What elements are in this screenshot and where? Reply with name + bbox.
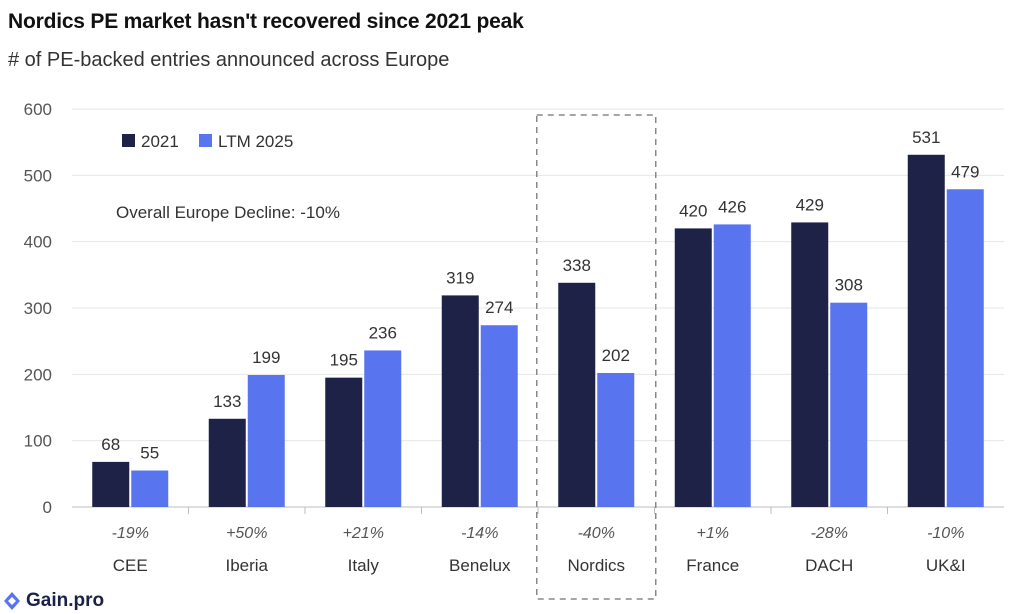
annotation: Overall Europe Decline: -10% <box>116 203 340 222</box>
data-label: 338 <box>563 256 591 275</box>
data-label: 199 <box>252 348 280 367</box>
data-label: 55 <box>140 444 159 463</box>
x-tick-label: France <box>686 556 739 575</box>
change-label: +1% <box>697 525 729 542</box>
bar <box>441 295 479 507</box>
bar <box>791 222 829 507</box>
y-tick-label: 100 <box>24 432 52 451</box>
bar <box>597 373 635 507</box>
y-tick-label: 200 <box>24 365 52 384</box>
data-label: 426 <box>718 197 746 216</box>
y-tick-label: 0 <box>43 498 52 517</box>
data-label: 68 <box>101 435 120 454</box>
brand-name: Gain.pro <box>26 590 105 611</box>
y-tick-label: 600 <box>24 100 52 119</box>
brand-logo: Gain.pro <box>2 590 104 612</box>
data-label: 420 <box>679 201 707 220</box>
data-label: 319 <box>446 268 474 287</box>
change-label: -28% <box>811 525 848 542</box>
y-tick-label: 500 <box>24 166 52 185</box>
bar <box>830 302 868 507</box>
bar <box>558 282 596 507</box>
bar <box>674 228 712 507</box>
x-tick-label: Iberia <box>225 556 268 575</box>
change-label: -19% <box>112 525 149 542</box>
data-label: 236 <box>369 323 397 342</box>
change-label: +50% <box>226 525 267 542</box>
bar <box>946 189 984 507</box>
x-tick-label: Italy <box>348 556 380 575</box>
data-label: 308 <box>835 276 863 295</box>
x-tick-label: DACH <box>805 556 853 575</box>
x-tick-label: CEE <box>113 556 148 575</box>
highlight-box <box>536 114 657 600</box>
data-label: 195 <box>330 351 358 370</box>
bar <box>208 418 246 507</box>
y-tick-label: 400 <box>24 233 52 252</box>
bar <box>907 154 945 507</box>
bar <box>713 224 751 508</box>
legend-label: LTM 2025 <box>218 132 293 151</box>
bar <box>480 325 518 507</box>
data-label: 429 <box>796 195 824 214</box>
data-label: 479 <box>951 162 979 181</box>
legend-swatch <box>199 134 212 147</box>
change-label: -40% <box>578 525 615 542</box>
bar <box>325 377 363 507</box>
data-label: 531 <box>912 128 940 147</box>
change-label: -14% <box>461 525 498 542</box>
legend-swatch <box>122 134 135 147</box>
x-tick-label: UK&I <box>926 556 966 575</box>
bar <box>92 461 130 507</box>
data-label: 202 <box>602 346 630 365</box>
bar <box>247 374 285 507</box>
gain-logo-icon <box>4 592 20 610</box>
data-label: 274 <box>485 298 513 317</box>
x-tick-label: Nordics <box>567 556 625 575</box>
bar <box>364 350 402 507</box>
change-label: +21% <box>343 525 384 542</box>
change-label: -10% <box>927 525 964 542</box>
chart-title: Nordics PE market hasn't recovered since… <box>8 10 524 33</box>
x-tick-label: Benelux <box>449 556 511 575</box>
y-tick-label: 300 <box>24 299 52 318</box>
data-label: 133 <box>213 392 241 411</box>
bar <box>131 470 169 507</box>
legend-label: 2021 <box>141 132 179 151</box>
chart-subtitle: # of PE-backed entries announced across … <box>8 49 450 71</box>
